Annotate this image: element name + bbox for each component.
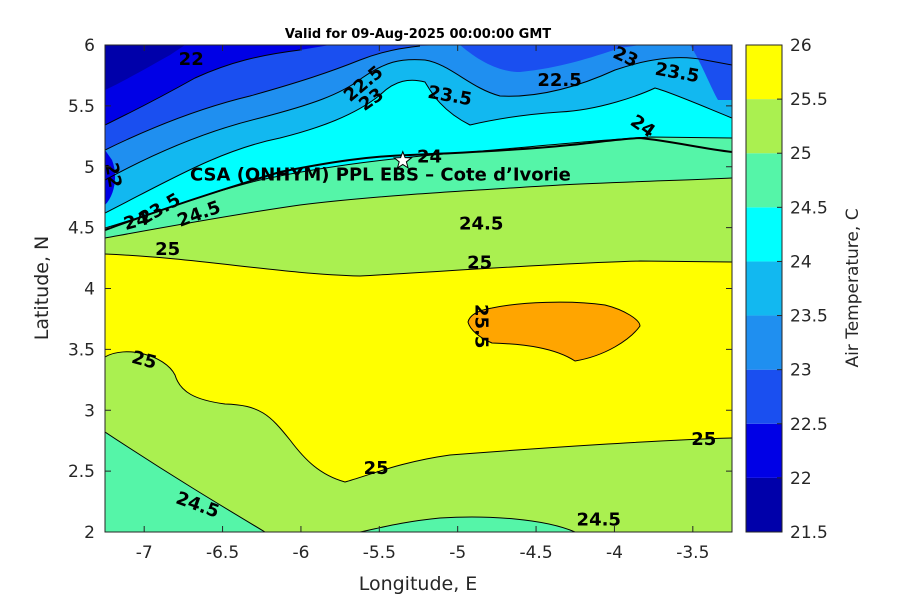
y-tick-label: 4.5 <box>68 219 95 239</box>
colorbar-tick-label: 24.5 <box>790 198 828 218</box>
colorbar-tick-label: 21.5 <box>790 523 828 543</box>
y-tick-label: 5.5 <box>68 97 95 117</box>
x-tick-label: -7 <box>136 543 153 563</box>
band-25-5 <box>468 302 640 361</box>
site-label: CSA (ONHYM) PPL EBS – Cote d’Ivorie <box>190 165 571 186</box>
contour-line <box>105 79 732 214</box>
contour-label: 25 <box>364 458 389 479</box>
contour-label: 25.5 <box>471 304 492 348</box>
band-22 <box>105 45 732 150</box>
colorbar-tick-label: 22.5 <box>790 415 828 435</box>
colorbar-tick-label: 22 <box>790 469 812 489</box>
contour-line <box>467 301 641 362</box>
colorbar-segment <box>746 315 782 370</box>
contour-line <box>105 253 732 277</box>
contour-line <box>359 516 576 532</box>
contour-label: 22.5 <box>537 70 581 91</box>
y-axis-label: Latitude, N <box>31 236 53 341</box>
colorbar-tick-label: 26 <box>790 36 812 56</box>
contour-label: 24.5 <box>577 509 621 530</box>
colorbar-segment <box>746 423 782 478</box>
contour-line <box>105 177 732 239</box>
y-tick-label: 5 <box>84 158 95 178</box>
colorbar-segment <box>746 477 782 532</box>
site-marker-group: CSA (ONHYM) PPL EBS – Cote d’Ivorie <box>190 150 571 186</box>
x-tick-label: -5.5 <box>363 543 396 563</box>
y-tick-label: 2.5 <box>68 462 95 482</box>
contour-label: 25 <box>155 239 180 260</box>
colorbar-tick-label: 24 <box>790 252 812 272</box>
y-tick-label: 3.5 <box>68 340 95 360</box>
x-axis-label: Longitude, E <box>359 573 478 595</box>
y-tick-label: 6 <box>84 36 95 56</box>
colorbar-ticks: 21.5 22 22.5 23 23.5 24 24.5 25 25.5 26 <box>777 36 828 543</box>
y-axis-ticks: 22.533.544.555.56 <box>68 36 732 543</box>
x-tick-label: -4.5 <box>519 543 552 563</box>
colorbar-segment <box>746 261 782 316</box>
contour-label: 25 <box>691 429 716 450</box>
contour-label: 25 <box>467 252 492 273</box>
y-tick-label: 3 <box>84 401 95 421</box>
contour-fill-layer <box>105 45 732 532</box>
colorbar-frame <box>745 44 783 533</box>
contour-line <box>105 351 732 483</box>
contour-label: 24 <box>417 147 442 168</box>
colorbar-segment <box>746 153 782 208</box>
site-star-icon <box>392 150 413 170</box>
colorbar-label: Air Temperature, C <box>843 208 863 367</box>
x-tick-label: -3.5 <box>676 543 709 563</box>
contour-line <box>105 57 732 181</box>
chart-title: Valid for 09-Aug-2025 00:00:00 GMT <box>285 27 551 42</box>
contour-label: 22 <box>100 161 125 189</box>
colorbar-segment <box>746 207 782 262</box>
colorbar-segment <box>746 45 782 100</box>
band-21 <box>105 45 185 90</box>
contour-label: 22 <box>179 49 204 70</box>
colorbar-tick-label: 23 <box>790 361 812 381</box>
x-tick-label: -6 <box>292 543 309 563</box>
y-tick-label: 4 <box>84 280 95 300</box>
contour-line <box>105 45 421 151</box>
y-tick-label: 2 <box>84 523 95 543</box>
coastline <box>105 136 732 231</box>
colorbar-tick-label: 25 <box>790 144 812 164</box>
contour-line-layer <box>105 45 732 532</box>
contour-label: 24.5 <box>459 213 503 234</box>
colorbar-tick-label: 23.5 <box>790 307 828 327</box>
colorbar-segment <box>746 99 782 154</box>
contour-line <box>105 49 301 126</box>
contour-line <box>105 431 266 532</box>
x-tick-label: -6.5 <box>206 543 239 563</box>
x-tick-label: -5 <box>449 543 466 563</box>
colorbar-tick-label: 25.5 <box>790 90 828 110</box>
band-21-5 <box>105 45 330 205</box>
colorbar-segment <box>746 369 782 424</box>
colorbar <box>745 44 783 533</box>
x-tick-label: -4 <box>606 543 623 563</box>
x-axis-ticks: -7 -6.5 -6 -5.5 -5 -4.5 -4 -3.5 <box>136 45 709 563</box>
